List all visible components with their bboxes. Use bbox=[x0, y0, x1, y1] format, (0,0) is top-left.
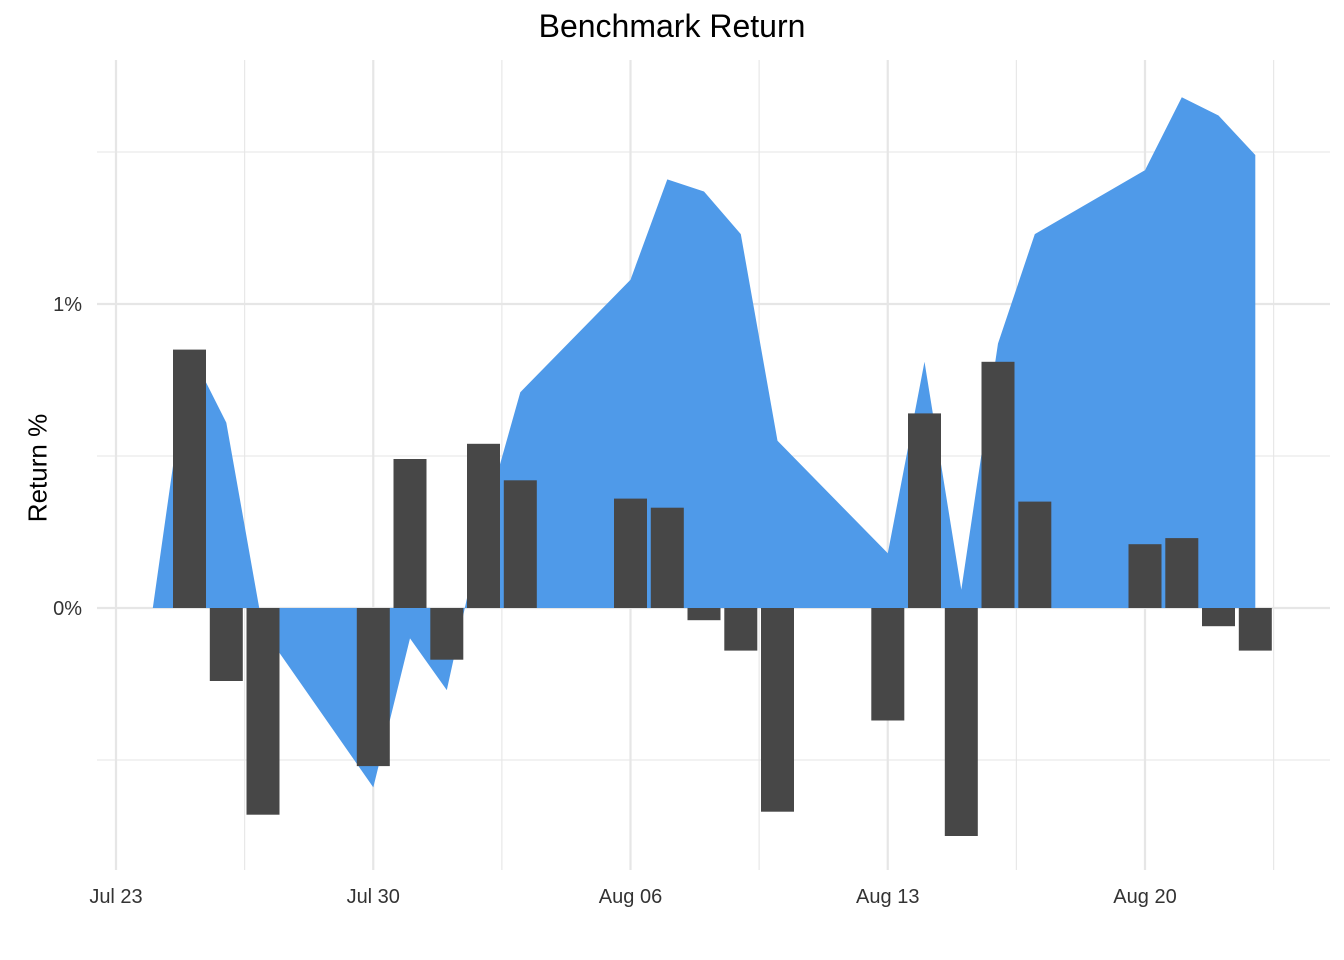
y-tick-label: 0% bbox=[53, 598, 82, 620]
y-tick-label: 1% bbox=[53, 294, 82, 316]
daily-return-bar bbox=[173, 349, 206, 608]
daily-return-bar bbox=[614, 498, 647, 608]
cumulative-return-area bbox=[152, 97, 1256, 788]
daily-return-bar bbox=[430, 608, 464, 660]
daily-return-bar bbox=[356, 608, 390, 767]
daily-return-bar bbox=[503, 480, 537, 608]
daily-return-bar bbox=[393, 459, 427, 608]
daily-return-bar bbox=[1128, 544, 1162, 608]
daily-return-bar bbox=[908, 413, 941, 608]
daily-return-bar bbox=[246, 608, 280, 815]
x-axis-ticks: Jul 23 Jul 30 Aug 06 Aug 13 Aug 20 bbox=[89, 886, 1176, 908]
daily-return-bar bbox=[944, 608, 978, 836]
x-tick-label: Jul 30 bbox=[347, 886, 400, 908]
daily-return-bar bbox=[650, 507, 684, 608]
x-tick-label: Aug 20 bbox=[1113, 886, 1176, 908]
y-axis-ticks: 0% 1% bbox=[53, 294, 82, 620]
x-tick-label: Aug 06 bbox=[599, 886, 662, 908]
daily-return-bar bbox=[761, 608, 794, 812]
cumulative-area-series bbox=[152, 97, 1256, 788]
daily-return-bar bbox=[467, 443, 500, 608]
daily-return-bar bbox=[724, 608, 758, 651]
daily-return-bars bbox=[173, 349, 1272, 836]
daily-return-bar bbox=[1165, 538, 1199, 608]
daily-return-bar bbox=[687, 608, 721, 621]
daily-return-bar bbox=[981, 361, 1015, 608]
daily-return-bar bbox=[1238, 608, 1272, 651]
daily-return-bar bbox=[1202, 608, 1235, 627]
daily-return-bar bbox=[209, 608, 243, 681]
x-tick-label: Aug 13 bbox=[856, 886, 919, 908]
x-tick-label: Jul 23 bbox=[89, 886, 142, 908]
daily-return-bar bbox=[1018, 501, 1052, 608]
daily-return-bar bbox=[871, 608, 905, 721]
chart-title: Benchmark Return bbox=[538, 8, 806, 44]
